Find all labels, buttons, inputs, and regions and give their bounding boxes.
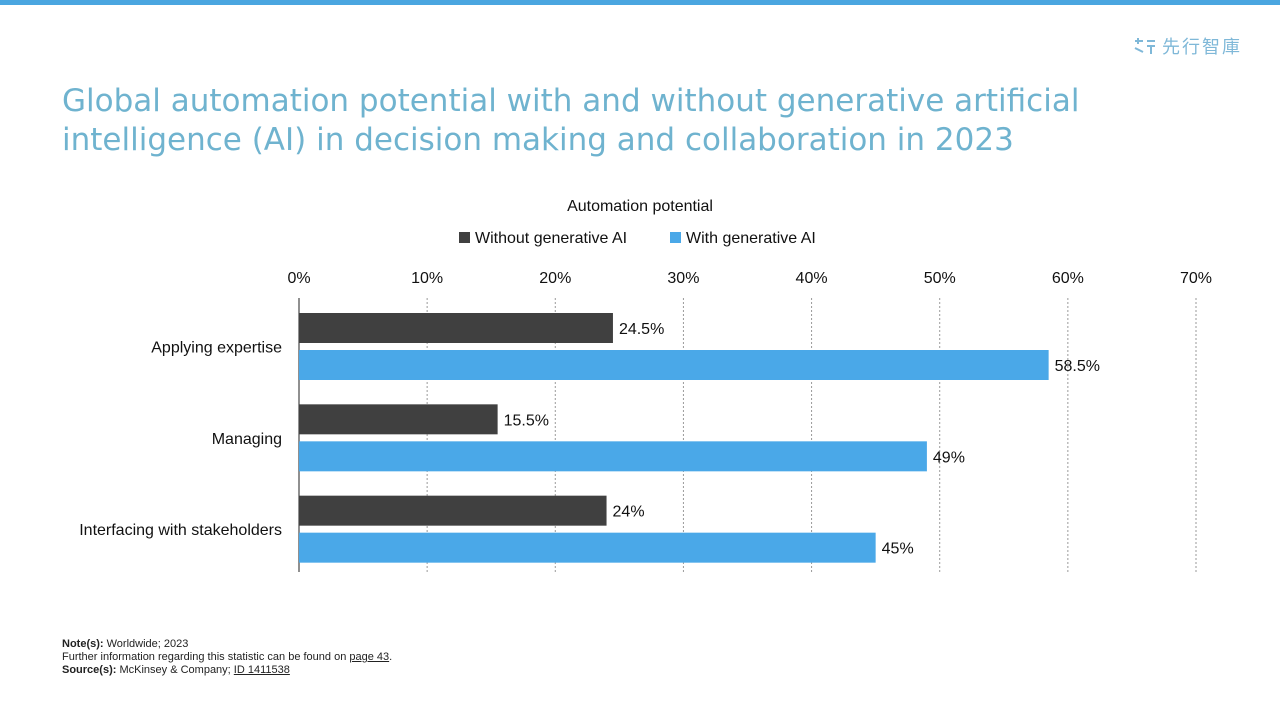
- legend-label-1: With generative AI: [686, 230, 816, 247]
- x-tick-label: 60%: [1052, 270, 1084, 287]
- x-tick-label: 40%: [796, 270, 828, 287]
- data-label: 24.5%: [619, 321, 664, 338]
- data-label: 49%: [933, 449, 965, 466]
- legend-swatch-0: [459, 232, 470, 243]
- data-label: 24%: [613, 504, 645, 521]
- brand-logo: 先行智庫: [1134, 33, 1242, 59]
- chart-title: Automation potential: [567, 198, 713, 215]
- source-id-link[interactable]: ID 1411538: [233, 664, 290, 676]
- footer-note: Note(s): Worldwide; 2023: [62, 638, 189, 650]
- x-tick-label: 0%: [287, 270, 310, 287]
- x-tick-label: 50%: [924, 270, 956, 287]
- bar-with-ai: [299, 441, 927, 472]
- bar-without-ai: [299, 404, 498, 435]
- top-accent-bar: [0, 0, 1280, 5]
- data-label: 58.5%: [1055, 358, 1100, 375]
- x-tick-label: 30%: [667, 270, 699, 287]
- data-label: 15.5%: [504, 412, 549, 429]
- bar-with-ai: [299, 350, 1049, 380]
- category-label: Interfacing with stakeholders: [79, 522, 282, 539]
- page-title: Global automation potential with and wit…: [62, 83, 1080, 158]
- footer-source: Source(s): McKinsey & Company; ID 141153…: [62, 664, 290, 676]
- bar-with-ai: [299, 532, 876, 563]
- page-link[interactable]: page 43: [349, 651, 390, 663]
- x-tick-label: 70%: [1180, 270, 1212, 287]
- brand-text: 先行智庫: [1162, 37, 1242, 58]
- bar-without-ai: [299, 313, 613, 343]
- footer: Note(s): Worldwide; 2023 Further informa…: [62, 638, 392, 677]
- x-tick-label: 20%: [539, 270, 571, 287]
- category-label: Managing: [212, 431, 282, 448]
- legend-label-0: Without generative AI: [475, 230, 627, 247]
- x-tick-label: 10%: [411, 270, 443, 287]
- category-label: Applying expertise: [151, 340, 282, 357]
- footer-info: Further information regarding this stati…: [62, 651, 393, 663]
- brand-mark-icon: [1134, 38, 1155, 54]
- data-label: 45%: [882, 541, 914, 558]
- legend-swatch-1: [670, 232, 681, 243]
- bar-without-ai: [299, 495, 607, 526]
